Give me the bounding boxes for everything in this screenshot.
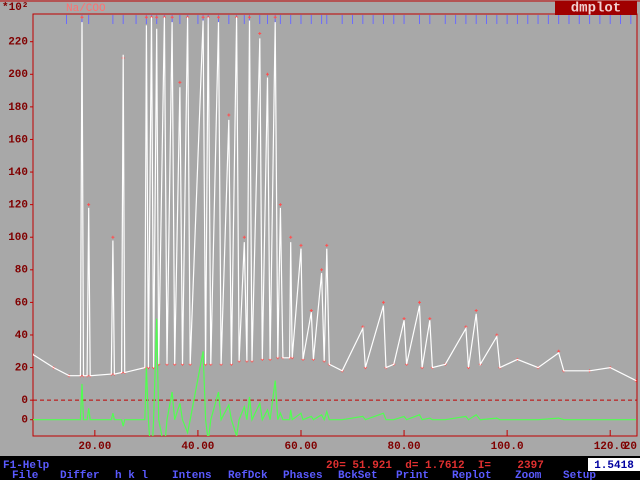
observed-point bbox=[278, 203, 282, 207]
observed-point bbox=[247, 15, 251, 19]
logo-box bbox=[555, 1, 637, 15]
observed-point bbox=[242, 235, 246, 239]
x-tick-label: 40.00 bbox=[181, 441, 214, 453]
observed-point bbox=[87, 203, 91, 207]
observed-point bbox=[402, 317, 406, 321]
observed-point bbox=[381, 300, 385, 304]
observed-point bbox=[258, 32, 262, 36]
chart-title: Na/COO bbox=[66, 3, 106, 15]
menu-item[interactable]: Differ bbox=[60, 470, 100, 480]
menu-item[interactable]: Replot bbox=[452, 470, 492, 480]
observed-point bbox=[144, 15, 148, 19]
y-tick-label: 160 bbox=[8, 134, 28, 146]
observed-point bbox=[309, 309, 313, 313]
observed-point bbox=[155, 15, 159, 19]
y-tick-label: 220 bbox=[8, 37, 28, 49]
observed-point bbox=[320, 268, 324, 272]
y-multiplier: *10² bbox=[2, 2, 28, 14]
observed-point bbox=[428, 317, 432, 321]
wavelength-box bbox=[588, 458, 640, 471]
menu-item[interactable]: Phases bbox=[283, 470, 323, 480]
observed-point bbox=[325, 243, 329, 247]
readout: 2θ= 51.921 d= 1.7612 I= 2397 bbox=[326, 460, 544, 472]
menu-item[interactable]: Intens bbox=[172, 470, 212, 480]
y-tick-label: 60 bbox=[15, 297, 28, 309]
plot-background bbox=[0, 0, 640, 456]
observed-point bbox=[111, 235, 115, 239]
menu-item[interactable]: RefDck bbox=[228, 470, 268, 480]
x-tick-label: 60.00 bbox=[284, 441, 317, 453]
observed-point bbox=[201, 15, 205, 19]
y-tick-label: 80 bbox=[15, 265, 28, 277]
plot-frame bbox=[32, 13, 638, 437]
observed-point bbox=[299, 243, 303, 247]
y-tick-label: 40 bbox=[15, 330, 28, 342]
plot-area bbox=[33, 15, 637, 436]
observed-point bbox=[170, 15, 174, 19]
x-tick-label: 20 bbox=[624, 441, 637, 453]
wavelength: 1.5418 bbox=[594, 460, 634, 472]
observed-point bbox=[418, 300, 422, 304]
y-tick-label: 200 bbox=[8, 69, 28, 81]
observed-point bbox=[265, 72, 269, 76]
y-tick-label: 120 bbox=[8, 200, 28, 212]
logo: dmplot bbox=[571, 1, 621, 17]
calculated-curve bbox=[33, 17, 637, 382]
y-tick-label: 180 bbox=[8, 102, 28, 114]
observed-point bbox=[289, 235, 293, 239]
observed-point bbox=[227, 113, 231, 117]
x-tick-label: 20.00 bbox=[78, 441, 111, 453]
y-tick-label: 0 bbox=[21, 395, 28, 407]
observed-point bbox=[273, 15, 277, 19]
x-tick-label: 80.00 bbox=[388, 441, 421, 453]
menu-item[interactable]: Zoom bbox=[515, 470, 542, 480]
menu-item[interactable]: Setup bbox=[563, 470, 596, 480]
observed-point bbox=[178, 80, 182, 84]
menu-item[interactable]: h k l bbox=[115, 470, 148, 480]
menu-item[interactable]: BckSet bbox=[338, 470, 378, 480]
observed-point bbox=[474, 309, 478, 313]
y-tick-label: 0 bbox=[21, 415, 28, 427]
y-tick-label: 20 bbox=[15, 362, 28, 374]
menu-item[interactable]: File bbox=[12, 470, 39, 480]
menu-item[interactable]: Print bbox=[396, 470, 429, 480]
y-tick-label: 100 bbox=[8, 232, 28, 244]
y-tick-label: 140 bbox=[8, 167, 28, 179]
x-tick-label: 120.0 bbox=[594, 441, 627, 453]
x-tick-label: 100.0 bbox=[491, 441, 524, 453]
observed-point bbox=[217, 15, 221, 19]
status-bar bbox=[0, 456, 640, 480]
help-hint: F1-Help bbox=[3, 460, 50, 472]
observed-point bbox=[80, 15, 84, 19]
difference-curve bbox=[33, 318, 636, 436]
